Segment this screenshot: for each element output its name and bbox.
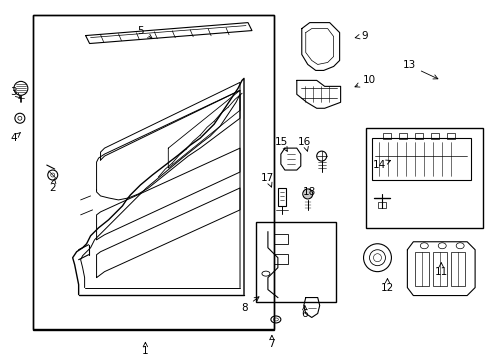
Text: 1: 1 <box>142 342 148 356</box>
Text: 9: 9 <box>354 31 367 41</box>
Bar <box>371 138 470 180</box>
Text: 4: 4 <box>11 133 20 143</box>
Text: 5: 5 <box>137 26 152 39</box>
Text: 3: 3 <box>11 87 20 98</box>
Bar <box>378 202 386 208</box>
Bar <box>383 133 390 139</box>
Bar <box>33 15 273 329</box>
Bar <box>432 252 447 285</box>
Bar <box>447 133 454 139</box>
Text: 12: 12 <box>380 279 393 293</box>
Bar <box>273 234 287 244</box>
Bar <box>399 133 407 139</box>
Text: 17: 17 <box>261 173 274 187</box>
Text: 18: 18 <box>303 187 316 197</box>
Bar <box>277 188 285 206</box>
Text: 13: 13 <box>402 60 437 79</box>
Text: 6: 6 <box>301 305 307 319</box>
Text: 8: 8 <box>241 297 259 312</box>
Text: 7: 7 <box>268 335 275 349</box>
Text: 14: 14 <box>372 160 390 170</box>
Text: 16: 16 <box>298 137 311 151</box>
Text: 10: 10 <box>354 75 375 87</box>
Bar <box>430 133 438 139</box>
Text: 2: 2 <box>49 179 56 193</box>
Bar <box>414 252 428 285</box>
Bar <box>365 128 482 228</box>
Text: 15: 15 <box>275 137 288 151</box>
Text: 11: 11 <box>434 262 447 276</box>
Bar <box>273 254 287 264</box>
Bar <box>255 222 335 302</box>
Bar <box>450 252 464 285</box>
Bar <box>414 133 423 139</box>
Bar <box>33 15 273 330</box>
